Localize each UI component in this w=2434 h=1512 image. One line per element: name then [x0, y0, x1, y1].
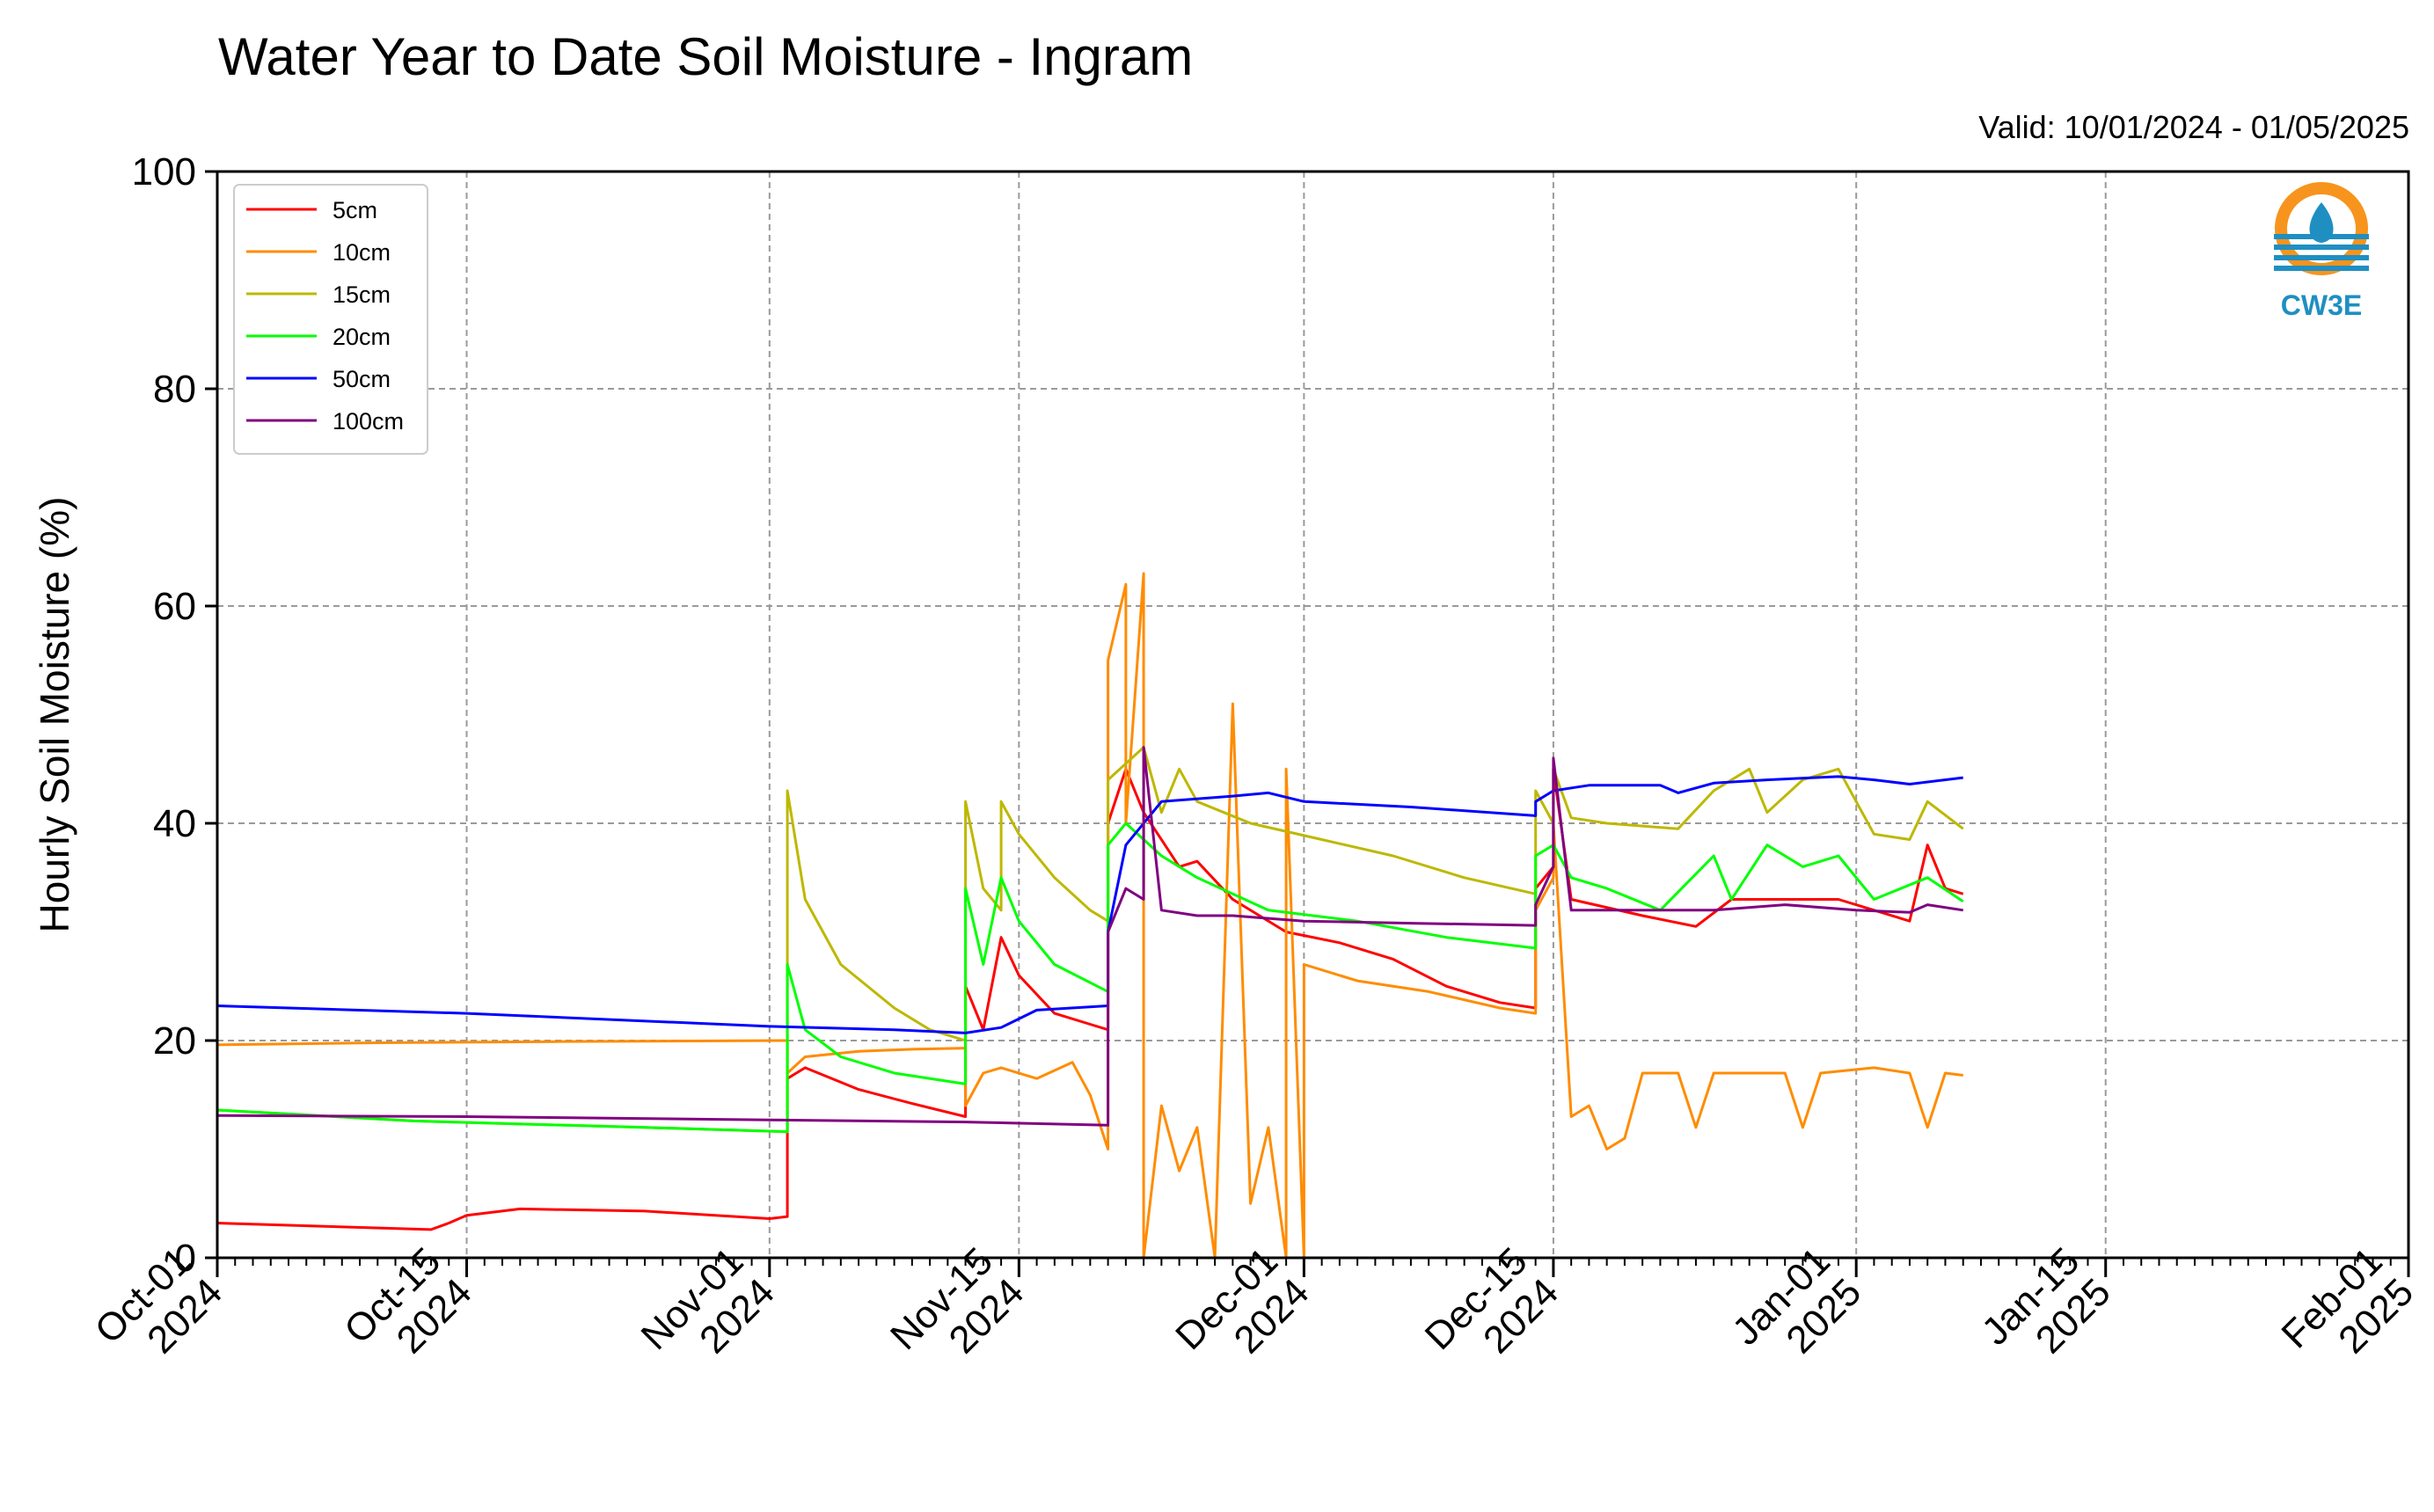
logo-drop-icon: [2309, 202, 2334, 243]
legend: 5cm 10cm 15cm 20cm 50cm 100cm: [233, 184, 428, 455]
legend-label-100cm: 100cm: [333, 408, 404, 435]
plot-frame: [216, 170, 2410, 1260]
series-line-10cm: [216, 572, 1963, 1260]
grid-layer: [217, 172, 2408, 1258]
chart-title: Water Year to Date Soil Moisture - Ingra…: [218, 27, 1194, 86]
y-tick-label: 0: [175, 1237, 196, 1280]
logo-wave: [2274, 255, 2369, 260]
logo-wave: [2274, 245, 2369, 250]
logo-wave: [2274, 266, 2369, 271]
valid-date-range: Valid: 10/01/2024 - 01/05/2025: [1978, 109, 2409, 145]
y-tick-label: 20: [153, 1019, 196, 1063]
series-line-50cm: [216, 775, 1963, 1034]
cw3e-logo: CW3E: [2274, 182, 2369, 321]
legend-label-10cm: 10cm: [333, 239, 391, 266]
legend-label-5cm: 5cm: [333, 197, 377, 223]
y-axis-label: Hourly Soil Moisture (%): [32, 497, 77, 933]
y-tick-label: 40: [153, 802, 196, 845]
legend-label-20cm: 20cm: [333, 324, 391, 350]
y-tick-label: 80: [153, 368, 196, 411]
y-tick-label: 60: [153, 585, 196, 628]
series-line-20cm: [216, 822, 1964, 1134]
logo-text: CW3E: [2281, 289, 2362, 321]
series-line-100cm: [216, 746, 1963, 1127]
legend-label-15cm: 15cm: [333, 281, 391, 308]
series-line-15cm: [216, 746, 1964, 1134]
y-tick-label: 100: [132, 150, 196, 194]
legend-label-50cm: 50cm: [333, 366, 391, 392]
series-layer: [216, 572, 1964, 1260]
series-line-5cm: [216, 767, 1964, 1231]
